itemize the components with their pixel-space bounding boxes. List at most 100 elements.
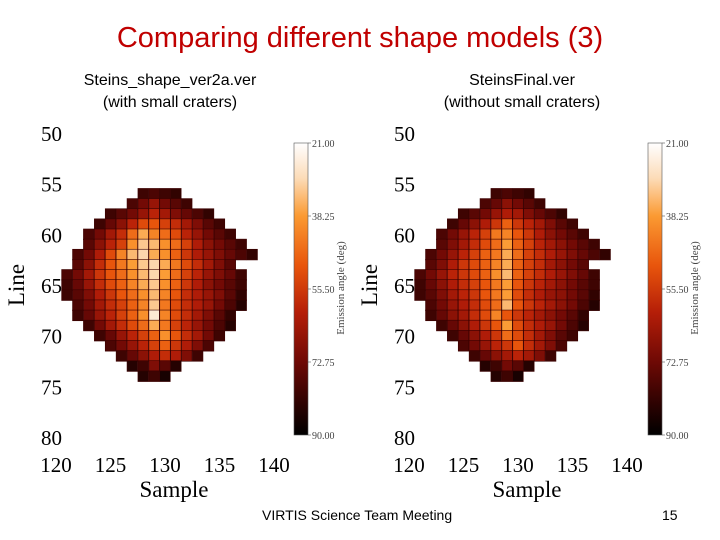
heatmap-cell	[414, 279, 426, 291]
heatmap-cell	[224, 319, 236, 332]
right-panel-subtitle-line-1: SteinsFinal.ver	[469, 72, 575, 89]
heatmap-cell	[577, 238, 589, 251]
heatmap-cell	[468, 259, 480, 271]
y-tick-label: 50	[394, 122, 415, 146]
heatmap-cell	[534, 340, 546, 352]
heatmap-cell	[213, 309, 226, 322]
heatmap-cell	[447, 330, 459, 342]
heatmap-cell	[523, 330, 535, 342]
heatmap-cell	[203, 218, 215, 230]
heatmap-cell	[468, 319, 480, 332]
y-tick-label: 65	[394, 274, 415, 298]
heatmap-cell	[235, 289, 247, 301]
heatmap-cell	[181, 299, 193, 311]
heatmap-cell	[490, 289, 502, 301]
heatmap-cell	[447, 289, 459, 301]
heatmap-cell	[457, 279, 470, 291]
heatmap-cell	[534, 218, 546, 230]
heatmap-cell	[545, 238, 557, 251]
heatmap-cell	[126, 330, 138, 342]
heatmap-cell	[170, 198, 182, 210]
heatmap-cell	[512, 188, 524, 200]
heatmap-cell	[512, 198, 524, 210]
heatmap-cell	[170, 309, 182, 322]
heatmap-cell	[512, 350, 524, 362]
heatmap-cell	[148, 350, 160, 362]
heatmap-cell	[425, 269, 437, 281]
heatmap-cell	[501, 198, 513, 210]
heatmap-cell	[94, 218, 106, 230]
x-tick-label: 120	[393, 453, 425, 477]
heatmap-cell	[159, 279, 171, 291]
y-tick-label: 75	[41, 375, 62, 399]
heatmap-cell	[104, 279, 117, 291]
heatmap-cell	[235, 238, 247, 251]
heatmap-cell	[577, 289, 589, 301]
heatmap-cell	[104, 289, 117, 301]
heatmap-cell	[457, 330, 470, 342]
heatmap-cell	[501, 289, 513, 301]
heatmap-cell	[137, 330, 149, 342]
left-panel-chart: 50 55 60 65 70 75 80 120 125 130 135 140 Sample Line 2…	[4, 122, 347, 502]
heatmap-cell	[181, 279, 193, 291]
heatmap-cell	[159, 238, 171, 251]
heatmap-cell	[203, 208, 215, 220]
heatmap-cell	[159, 198, 171, 210]
x-tick-label: 130	[502, 453, 534, 477]
heatmap-cell	[588, 269, 600, 281]
heatmap-cell	[447, 279, 459, 291]
heatmap-cell	[104, 228, 117, 240]
heatmap-cell	[137, 228, 149, 240]
colorbar-tick-label: 38.25	[312, 212, 335, 223]
heatmap-cell	[104, 299, 117, 311]
heatmap-cell	[94, 309, 106, 322]
heatmap-cell	[192, 350, 204, 362]
heatmap-cell	[512, 228, 524, 240]
heatmap-cell	[159, 248, 171, 261]
heatmap-cell	[192, 259, 204, 271]
heatmap-cell	[523, 238, 535, 251]
heatmap-cell	[490, 279, 502, 291]
heatmap-cell	[523, 208, 535, 220]
heatmap-cell	[170, 299, 182, 311]
heatmap-cell	[577, 259, 589, 271]
heatmap-cell	[159, 370, 171, 382]
heatmap-cell	[545, 218, 557, 230]
heatmap-cell	[137, 309, 149, 322]
heatmap-cell	[501, 279, 513, 291]
heatmap-cell	[566, 279, 579, 291]
heatmap-cell	[213, 248, 226, 261]
heatmap-cell	[577, 228, 589, 240]
heatmap-cell	[83, 269, 95, 281]
heatmap-cell	[566, 218, 579, 230]
heatmap-cell	[523, 269, 535, 281]
heatmap-cell	[479, 238, 491, 251]
heatmap-cell	[457, 299, 470, 311]
heatmap-cell	[104, 319, 117, 332]
colorbar-tick-label: 55.50	[312, 285, 335, 296]
heatmap-cell	[468, 218, 480, 230]
heatmap-cell	[523, 319, 535, 332]
heatmap-cell	[224, 269, 236, 281]
y-tick-label: 80	[41, 426, 62, 450]
heatmap-cell	[545, 309, 557, 322]
heatmap-cell	[479, 218, 491, 230]
heatmap-cell	[148, 370, 160, 382]
heatmap-cell	[203, 279, 215, 291]
heatmap-cell	[490, 350, 502, 362]
heatmap-cell	[490, 269, 502, 281]
heatmap-cell	[170, 228, 182, 240]
heatmap-cell	[501, 309, 513, 322]
heatmap-cell	[148, 340, 160, 352]
heatmap-cell	[72, 259, 84, 271]
heatmap-cell	[457, 340, 470, 352]
heatmap-cell	[137, 238, 149, 251]
heatmap-cell	[545, 299, 557, 311]
heatmap-cell	[203, 269, 215, 281]
heatmap-cell	[83, 289, 95, 301]
heatmap-cell	[566, 248, 579, 261]
heatmap-cell	[115, 259, 127, 271]
heatmap-cell	[501, 319, 513, 332]
heatmap-cell	[213, 269, 226, 281]
heatmap-cell	[436, 248, 448, 261]
